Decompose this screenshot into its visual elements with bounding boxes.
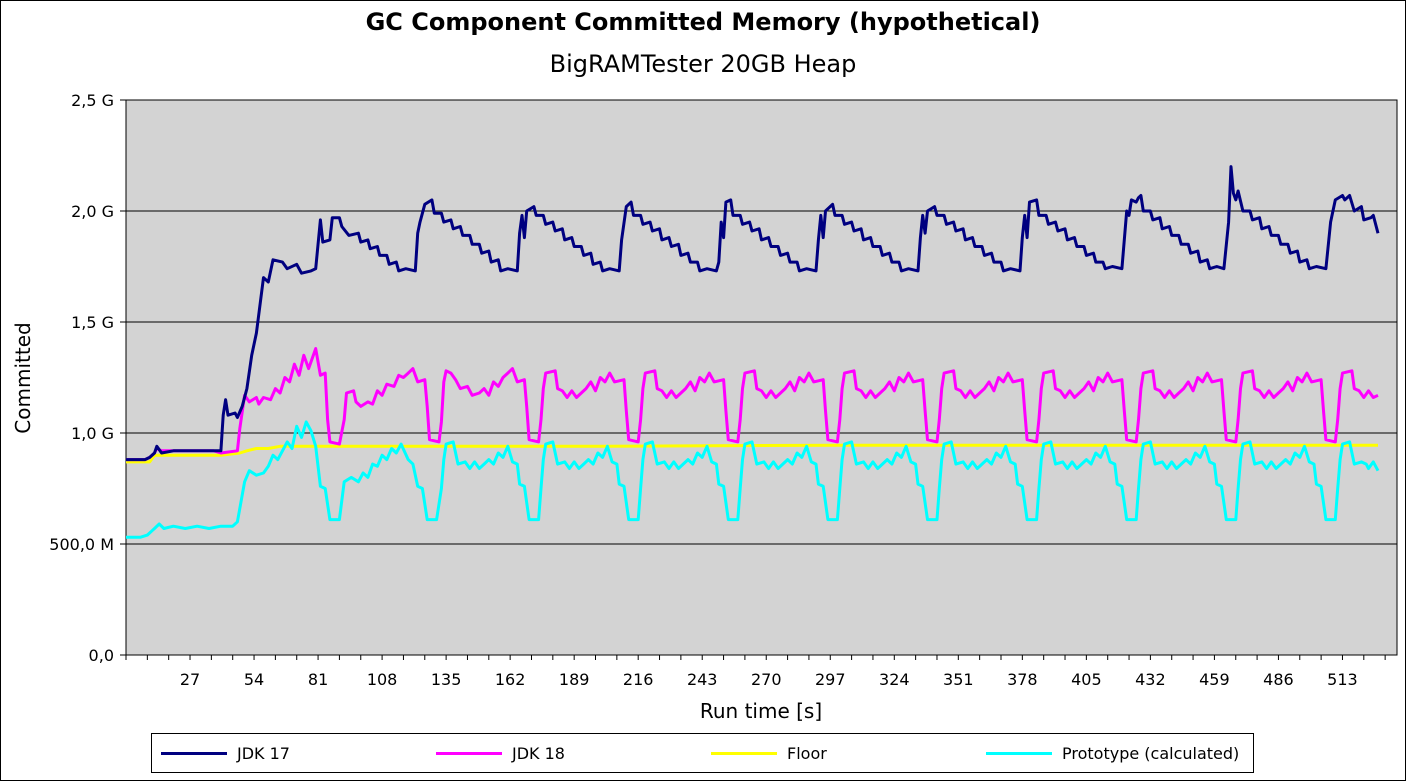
x-tick-label: 351 (943, 670, 974, 689)
legend-swatch-jdk17 (161, 751, 227, 755)
grid-lines (126, 99, 1397, 656)
x-tick-label: 162 (495, 670, 526, 689)
x-tick-label: 27 (180, 670, 200, 689)
y-tick-label: 0,0 (89, 646, 114, 665)
y-axis-ticks: 0,0 500,0 M 1,0 G 1,5 G 2,0 G 2,5 G (49, 91, 126, 665)
y-tick-label: 2,0 G (71, 202, 114, 221)
legend-swatch-floor (711, 751, 777, 755)
x-tick-label: 135 (431, 670, 462, 689)
x-axis-title: Run time [s] (700, 699, 822, 723)
legend-item-jdk18: JDK 18 (436, 734, 565, 772)
y-tick-label: 1,5 G (71, 313, 114, 332)
legend-label-prototype: Prototype (calculated) (1062, 743, 1240, 763)
y-tick-label: 1,0 G (71, 424, 114, 443)
x-tick-label: 54 (244, 670, 264, 689)
x-tick-label: 486 (1263, 670, 1294, 689)
x-tick-label: 189 (559, 670, 590, 689)
chart-subtitle: BigRAMTester 20GB Heap (549, 50, 857, 78)
legend-swatch-prototype (986, 751, 1052, 755)
x-tick-label: 324 (879, 670, 910, 689)
x-tick-label: 108 (367, 670, 398, 689)
x-tick-label: 270 (751, 670, 782, 689)
series-line-jdk-17 (126, 165, 1380, 462)
legend-label-jdk18: JDK 18 (512, 743, 565, 763)
legend: JDK 17 JDK 18 Floor Prototype (calculate… (151, 733, 1254, 773)
x-axis-ticks: 27 54 81 108 135 162 189 216 243 270 297 324 351 378 4… (125, 655, 1386, 689)
series-line-jdk-18 (126, 347, 1379, 462)
x-tick-label: 378 (1007, 670, 1038, 689)
legend-item-floor: Floor (711, 734, 827, 772)
legend-item-jdk17: JDK 17 (161, 734, 290, 772)
x-tick-label: 513 (1327, 670, 1358, 689)
x-tick-label: 405 (1071, 670, 1102, 689)
x-tick-label: 432 (1135, 670, 1166, 689)
legend-swatch-jdk18 (436, 751, 502, 755)
plot-area (125, 99, 1398, 656)
x-tick-label: 297 (815, 670, 846, 689)
y-axis-title: Committed (11, 322, 35, 433)
chart-title: GC Component Committed Memory (hypotheti… (365, 8, 1041, 36)
x-tick-label: 216 (623, 670, 654, 689)
y-tick-label: 500,0 M (49, 535, 114, 554)
legend-label-floor: Floor (787, 743, 827, 763)
series-line-prototype-calculated (126, 420, 1380, 539)
series-lines (126, 165, 1380, 539)
legend-item-prototype: Prototype (calculated) (986, 734, 1239, 772)
x-tick-label: 459 (1199, 670, 1230, 689)
x-tick-label: 243 (687, 670, 718, 689)
x-tick-label: 81 (308, 670, 328, 689)
series-line-floor (126, 443, 1378, 464)
y-tick-label: 2,5 G (71, 91, 114, 110)
legend-label-jdk17: JDK 17 (237, 743, 290, 763)
